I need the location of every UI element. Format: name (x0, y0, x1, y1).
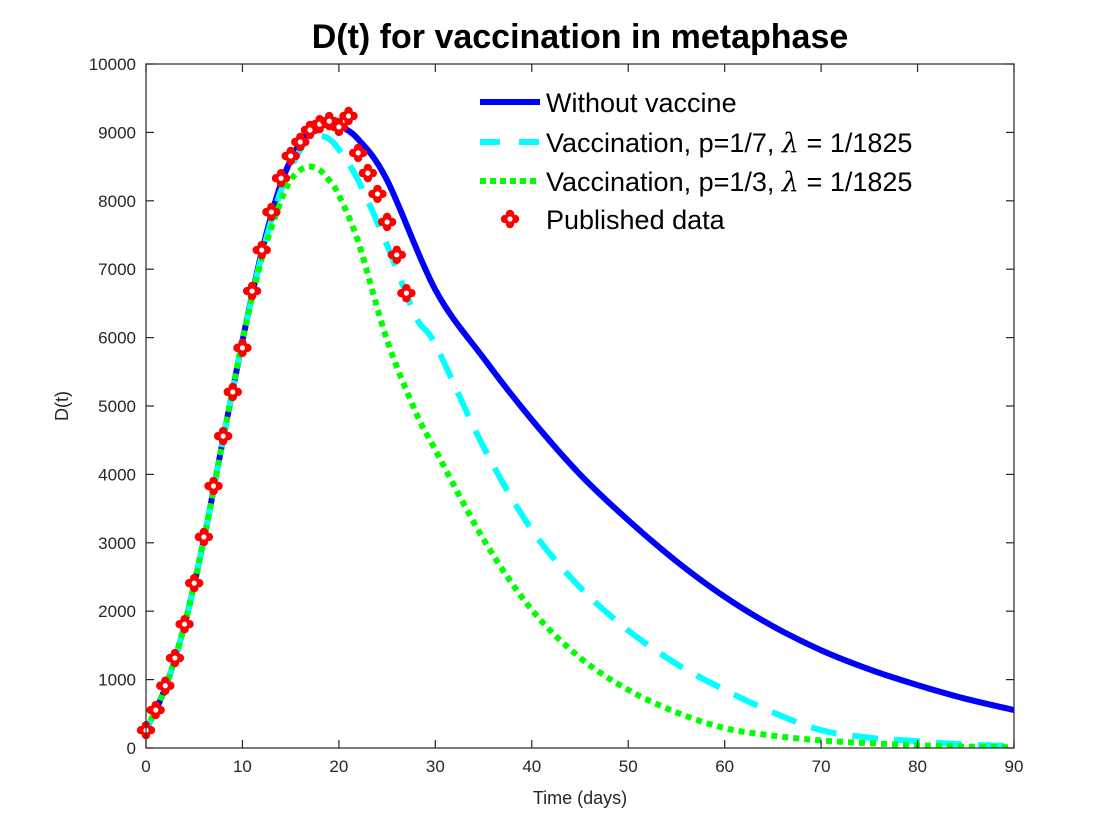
data-point (146, 700, 165, 720)
x-tick-label: 10 (233, 757, 252, 776)
x-tick-label: 20 (329, 757, 348, 776)
y-tick-label: 1000 (98, 671, 136, 690)
x-tick-label: 50 (619, 757, 638, 776)
chart-title: D(t) for vaccination in metaphase (312, 18, 849, 56)
data-point (194, 527, 214, 547)
y-tick-label: 2000 (98, 602, 136, 621)
y-tick-label: 4000 (98, 465, 136, 484)
y-axis-ticks: 0 1000 2000 3000 4000 5000 6000 7000 8000 9000 100… (89, 55, 1014, 758)
legend-label: Without vaccine (546, 88, 737, 118)
y-tick-label: 9000 (98, 123, 136, 142)
data-point (233, 338, 252, 358)
data-point (165, 648, 185, 668)
data-point (387, 245, 406, 265)
legend-item-published-data: Published data (500, 205, 726, 235)
data-point (156, 676, 175, 695)
y-tick-label: 5000 (98, 397, 136, 416)
y-axis-label: D(t) (52, 391, 72, 421)
data-point (262, 202, 281, 222)
x-axis-ticks: 0 10 20 30 40 50 60 70 80 90 (141, 64, 1023, 776)
data-point (252, 240, 271, 260)
data-point (358, 163, 378, 183)
data-point (348, 143, 368, 163)
y-tick-label: 10000 (89, 55, 136, 74)
y-tick-label: 3000 (98, 534, 136, 553)
legend-label: Vaccination, p=1/3, λ = 1/1825 (546, 167, 912, 198)
legend-marker (500, 209, 520, 229)
data-point (175, 614, 194, 634)
published-data-markers (136, 106, 416, 740)
x-axis-label: Time (days) (533, 788, 627, 808)
legend-item-3: Vaccination, p=1/3, λ = 1/1825 (480, 167, 912, 198)
data-point (281, 146, 300, 166)
x-tick-label: 70 (812, 757, 831, 776)
legend-label: Vaccination, p=1/7, λ = 1/1825 (546, 128, 912, 159)
data-point (339, 106, 358, 126)
x-tick-label: 90 (1005, 757, 1024, 776)
data-point (291, 132, 310, 152)
legend-item-2: Vaccination, p=1/7, λ = 1/1825 (480, 128, 912, 159)
data-point (368, 184, 387, 204)
data-point (213, 426, 233, 446)
y-tick-label: 7000 (98, 260, 136, 279)
data-point (185, 573, 204, 593)
data-point (271, 169, 291, 188)
data-point (223, 382, 242, 402)
y-tick-label: 0 (127, 739, 136, 758)
x-tick-label: 0 (141, 757, 150, 776)
y-tick-label: 6000 (98, 329, 136, 348)
legend-item-1: Without vaccine (480, 88, 737, 118)
series-line-2 (146, 132, 1014, 748)
x-tick-label: 40 (522, 757, 541, 776)
x-tick-label: 60 (715, 757, 734, 776)
x-tick-label: 30 (426, 757, 445, 776)
legend: Without vaccine Vaccination, p=1/7, λ = 1… (480, 88, 912, 235)
data-point (329, 117, 349, 137)
x-tick-label: 80 (908, 757, 927, 776)
data-point (377, 212, 397, 232)
legend-label: Published data (546, 205, 726, 235)
data-point (242, 281, 262, 301)
data-point (397, 283, 416, 303)
data-point (204, 476, 223, 496)
y-tick-label: 8000 (98, 192, 136, 211)
